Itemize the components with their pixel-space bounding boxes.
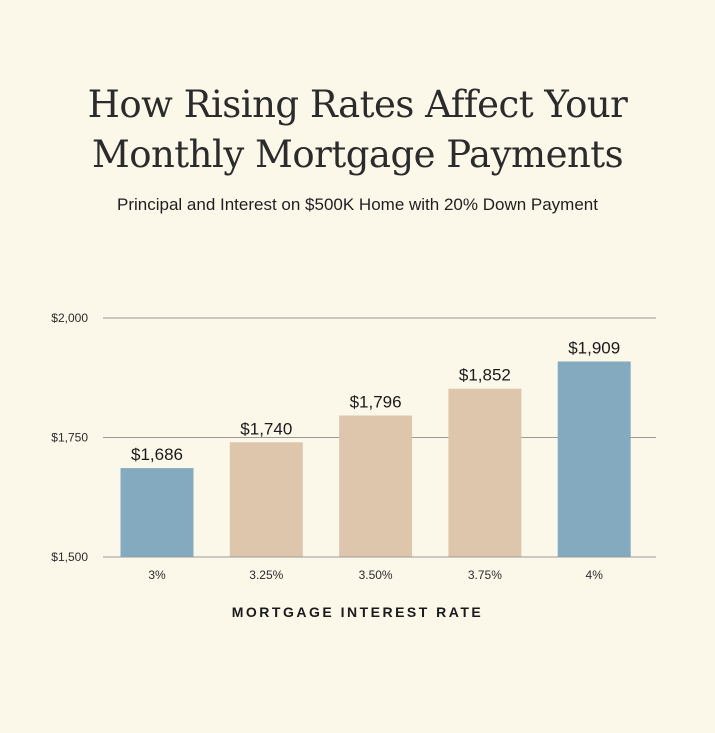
y-tick-label: $1,500 xyxy=(51,550,88,564)
bar-value-label: $1,852 xyxy=(459,366,511,385)
bar-value-label: $1,796 xyxy=(350,393,402,412)
bar-value-label: $1,740 xyxy=(240,419,292,438)
bar-value-label: $1,686 xyxy=(131,445,183,464)
y-tick-label: $2,000 xyxy=(51,311,88,325)
bar-chart: $1,500 $1,750 $2,000 $1,686 3% $1,740 3.25% $1,… xyxy=(51,311,656,582)
bar xyxy=(557,361,631,557)
x-tick-label: 3% xyxy=(148,568,166,582)
bar-value-label: $1,909 xyxy=(568,338,620,357)
x-tick-label: 3.75% xyxy=(468,568,502,582)
chart-title: How Rising Rates Affect Your Monthly Mor… xyxy=(87,83,628,176)
x-tick-label: 4% xyxy=(586,568,604,582)
bar xyxy=(448,388,522,557)
x-axis-title: MORTGAGE INTEREST RATE xyxy=(231,604,484,620)
bar xyxy=(120,468,194,557)
chart-subtitle: Principal and Interest on $500K Home wit… xyxy=(117,195,598,214)
bar xyxy=(229,442,303,557)
y-tick-label: $1,750 xyxy=(51,431,88,445)
bar xyxy=(339,415,413,557)
x-tick-label: 3.25% xyxy=(249,568,283,582)
x-tick-label: 3.50% xyxy=(359,568,393,582)
